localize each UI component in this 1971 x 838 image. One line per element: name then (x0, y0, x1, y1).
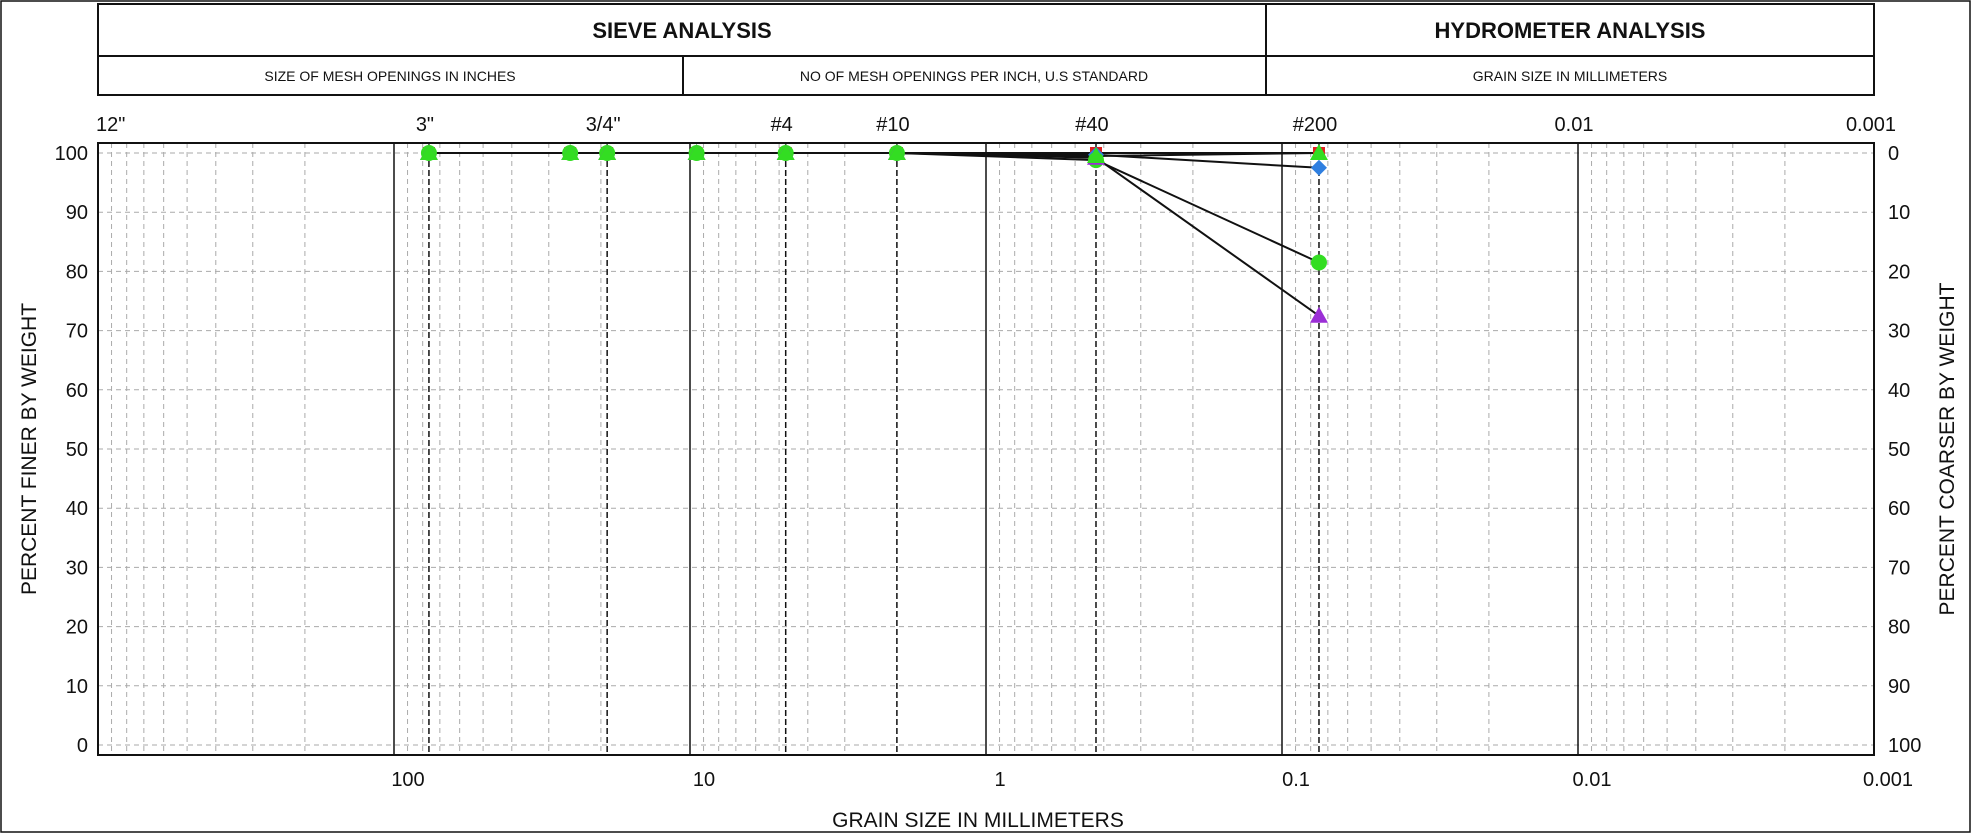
sieve-label: 0.001 (1846, 114, 1896, 136)
data-point-triangle (419, 144, 438, 160)
y-tick-label-right: 30 (1888, 321, 1910, 343)
y-tick-label-left: 90 (66, 202, 88, 224)
y-tick-label-left: 80 (66, 261, 88, 283)
header-hydrometer-title: HYDROMETER ANALYSIS (1435, 18, 1706, 43)
x-tick-label: 1 (994, 769, 1005, 791)
header-grain-mm: GRAIN SIZE IN MILLIMETERS (1473, 68, 1667, 84)
y-tick-label-right: 70 (1888, 557, 1910, 579)
y-tick-label-right: 100 (1888, 735, 1921, 757)
header-mesh-inches: SIZE OF MESH OPENINGS IN INCHES (264, 68, 515, 84)
y-tick-label-left: 100 (55, 143, 88, 165)
series-line (428, 152, 1320, 264)
y-tick-label-right: 10 (1888, 202, 1910, 224)
data-point-triangle (776, 144, 795, 160)
x-tick-label: 0.01 (1573, 769, 1612, 791)
header-mesh-per-inch: NO OF MESH OPENINGS PER INCH, U.S STANDA… (800, 68, 1148, 84)
header-border (97, 3, 1875, 96)
data-point-triangle (561, 144, 580, 160)
y-tick-label-right: 40 (1888, 380, 1910, 402)
data-point-triangle (687, 144, 706, 160)
y-tick-label-left: 0 (77, 735, 88, 757)
y-tick-label-left: 30 (66, 557, 88, 579)
data-point-triangle (598, 144, 617, 160)
sieve-label: #40 (1075, 114, 1108, 136)
x-tick-label: 0.1 (1282, 769, 1310, 791)
data-point-triangle (1309, 306, 1328, 323)
sieve-label: 12" (96, 114, 125, 136)
tick-labels: 0102030405060708090100100908070605040302… (55, 114, 1922, 791)
data-point-triangle (1086, 146, 1105, 163)
sieve-label: 3/4" (586, 114, 621, 136)
sieve-label: 3" (416, 114, 434, 136)
y-tick-label-left: 10 (66, 676, 88, 698)
y-tick-label-left: 70 (66, 321, 88, 343)
y-axis-title-right: PERCENT COARSER BY WEIGHT (1936, 282, 1959, 615)
sieve-label: 0.01 (1555, 114, 1594, 136)
y-tick-label-right: 20 (1888, 261, 1910, 283)
x-tick-label: 0.001 (1863, 769, 1913, 791)
plot-frame (97, 142, 1875, 756)
header-table: SIEVE ANALYSIS HYDROMETER ANALYSIS SIZE … (97, 3, 1875, 96)
data-point-triangle (1309, 144, 1328, 160)
data-point-triangle (887, 144, 906, 160)
plot-grid (98, 143, 1874, 755)
y-axis-title-left: PERCENT FINER BY WEIGHT (18, 303, 41, 595)
y-tick-label-right: 80 (1888, 617, 1910, 639)
data-series (419, 144, 1328, 323)
y-tick-label-right: 0 (1888, 143, 1899, 165)
y-tick-label-left: 60 (66, 380, 88, 402)
series-line (428, 152, 1320, 317)
y-tick-label-right: 60 (1888, 498, 1910, 520)
sieve-label: #200 (1293, 114, 1338, 136)
x-axis-title: GRAIN SIZE IN MILLIMETERS (832, 809, 1124, 832)
y-tick-label-left: 40 (66, 498, 88, 520)
data-point-circle (1310, 254, 1327, 271)
x-tick-label: 100 (391, 769, 424, 791)
data-point-diamond (1310, 159, 1327, 176)
y-tick-label-left: 20 (66, 617, 88, 639)
sieve-label: #10 (876, 114, 909, 136)
y-tick-label-right: 50 (1888, 439, 1910, 461)
sieve-label: #4 (771, 114, 793, 136)
sieve-lines (428, 143, 1320, 755)
header-sieve-title: SIEVE ANALYSIS (592, 18, 771, 43)
y-tick-label-left: 50 (66, 439, 88, 461)
y-tick-label-right: 90 (1888, 676, 1910, 698)
x-tick-label: 10 (693, 769, 715, 791)
